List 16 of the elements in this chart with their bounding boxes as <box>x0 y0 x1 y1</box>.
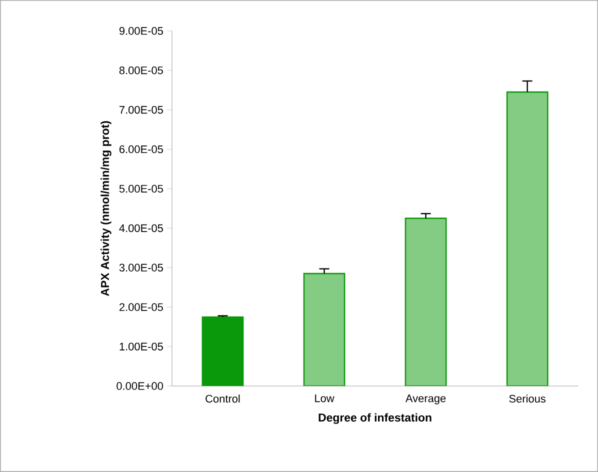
y-tick-label: 8.00E-05 <box>119 66 163 74</box>
y-tick-label: 6.00E-05 <box>120 145 163 154</box>
x-tick-label: Control <box>206 394 240 403</box>
y-tick-label: 1.00E-05 <box>120 342 163 350</box>
x-tick-label: Low <box>315 394 334 402</box>
y-tick-label: 7.00E-05 <box>120 106 163 114</box>
y-tick-label: 3.00E-05 <box>119 264 163 272</box>
y-tick-label: 9.00E-05 <box>119 27 163 35</box>
y-tick-label: 0.00E+00 <box>116 382 163 390</box>
x-tick-label: Average <box>406 394 446 404</box>
y-axis-title: APX Activity (nmol/min/mg prot) <box>100 121 112 296</box>
y-tick-label: 2.00E-05 <box>119 303 163 312</box>
x-tick-label: Serious <box>509 394 546 403</box>
x-axis-title: Degree of infestation <box>318 413 432 424</box>
y-tick-label: 4.00E-05 <box>119 224 163 232</box>
y-tick-label: 5.00E-05 <box>119 184 163 193</box>
